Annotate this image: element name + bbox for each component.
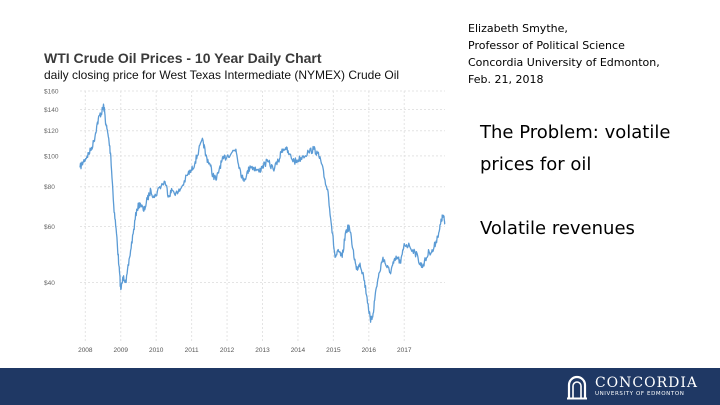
chart-ticks: $160 $140 $120 $100 $80 $60 $40 2008 2009 2010 201… xyxy=(44,89,412,355)
y-tick-label: $60 xyxy=(44,224,55,231)
chart-title: WTI Crude Oil Prices - 10 Year Daily Cha… xyxy=(44,50,322,66)
x-tick-label: 2015 xyxy=(326,347,341,354)
x-tick-label: 2011 xyxy=(185,347,199,354)
footer-bar: CONCORDIA UNIVERSITY OF EDMONTON xyxy=(0,368,720,405)
y-tick-label: $40 xyxy=(44,280,55,287)
presentation-date: Feb. 21, 2018 xyxy=(468,73,544,86)
x-tick-label: 2008 xyxy=(78,347,93,354)
oil-price-chart: $160 $140 $120 $100 $80 $60 $40 2008 2009 2010 201… xyxy=(44,89,446,355)
y-tick-label: $120 xyxy=(44,128,59,135)
revenues-line: Volatile revenues xyxy=(480,218,635,239)
author-attribution: Elizabeth Smythe, Professor of Political… xyxy=(468,20,713,88)
price-line xyxy=(79,103,446,323)
slide-body: The Problem: volatile prices for oil Vol… xyxy=(480,117,705,245)
y-tick-label: $160 xyxy=(44,89,59,96)
x-tick-label: 2016 xyxy=(362,347,377,354)
x-tick-label: 2014 xyxy=(291,347,306,354)
x-tick-label: 2013 xyxy=(255,347,270,354)
x-tick-label: 2017 xyxy=(397,347,412,354)
concordia-crest-icon xyxy=(566,375,587,399)
chart-grid xyxy=(80,90,445,342)
logo-subtitle: UNIVERSITY OF EDMONTON xyxy=(594,390,685,397)
logo-name: CONCORDIA xyxy=(594,374,698,391)
concordia-logo: CONCORDIA UNIVERSITY OF EDMONTON xyxy=(565,372,698,401)
y-tick-label: $140 xyxy=(44,107,59,114)
chart-subtitle: daily closing price for West Texas Inter… xyxy=(44,68,400,82)
x-tick-label: 2012 xyxy=(220,347,235,354)
y-tick-label: $80 xyxy=(44,184,55,191)
author-position: Professor of Political Science xyxy=(468,39,625,52)
problem-line-2: prices for oil xyxy=(480,154,592,175)
author-name: Elizabeth Smythe, xyxy=(468,22,568,35)
y-tick-label: $100 xyxy=(44,153,59,160)
author-institution: Concordia University of Edmonton, xyxy=(468,56,660,69)
problem-line-1: The Problem: volatile xyxy=(480,122,671,143)
x-tick-label: 2010 xyxy=(149,347,164,354)
x-tick-label: 2009 xyxy=(114,347,129,354)
